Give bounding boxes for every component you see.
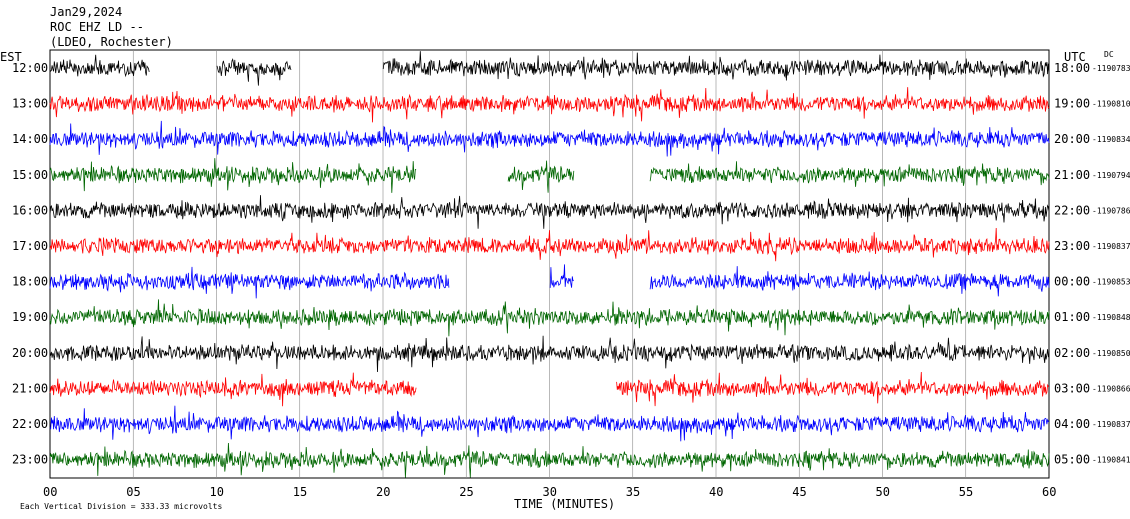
x-tick-label: 60 <box>1042 485 1056 499</box>
utc-axis-label: UTC <box>1064 50 1086 64</box>
dc-offset-labels: -1190783 -1190810 -1190834 -1190794 -1190786… <box>1092 64 1130 465</box>
dc-offset-label: -1190834 <box>1092 135 1130 144</box>
dc-offset-label: -1190786 <box>1092 206 1130 215</box>
x-tick-label: 30 <box>543 485 557 499</box>
x-tick-label: 15 <box>293 485 307 499</box>
est-hour-label: 16:00 <box>12 203 48 217</box>
header-network: (LDEO, Rochester) <box>50 35 173 49</box>
est-hour-label: 12:00 <box>12 61 48 75</box>
est-hour-label: 18:00 <box>12 275 48 289</box>
dc-offset-label: -1190837 <box>1092 420 1130 429</box>
est-hour-label: 19:00 <box>12 310 48 324</box>
est-hour-label: 17:00 <box>12 239 48 253</box>
utc-hour-label: 22:00 <box>1054 203 1090 217</box>
x-tick-label: 05 <box>126 485 140 499</box>
seismic-trace <box>49 405 1050 442</box>
header-station: ROC EHZ LD -- <box>50 20 144 34</box>
dc-offset-label: -1190853 <box>1092 278 1130 287</box>
header-date: Jan29,2024 <box>50 5 122 19</box>
seismic-trace <box>49 264 1050 299</box>
seismic-trace <box>49 120 1050 157</box>
est-hour-labels: 12:00 13:00 14:00 15:00 16:00 17:00 18:00 19:00… <box>12 61 48 467</box>
x-tick-label: 55 <box>959 485 973 499</box>
dc-axis-label: DC <box>1104 50 1114 59</box>
x-axis-title: TIME (MINUTES) <box>514 497 615 511</box>
est-axis-label: EST <box>0 50 22 64</box>
utc-hour-label: 04:00 <box>1054 417 1090 431</box>
utc-hour-label: 05:00 <box>1054 453 1090 467</box>
dc-offset-label: -1190810 <box>1092 100 1130 109</box>
seismic-trace <box>49 87 1050 123</box>
dc-offset-label: -1190837 <box>1092 242 1130 251</box>
utc-hour-label: 01:00 <box>1054 310 1090 324</box>
utc-hour-labels: 18:00 19:00 20:00 21:00 22:00 23:00 00:00 01:00… <box>1054 61 1090 467</box>
utc-hour-label: 23:00 <box>1054 239 1090 253</box>
x-tick-label: 25 <box>459 485 473 499</box>
est-hour-label: 22:00 <box>12 417 48 431</box>
dc-offset-label: -1190848 <box>1092 313 1130 322</box>
dc-offset-label: -1190794 <box>1092 171 1130 180</box>
utc-hour-label: 00:00 <box>1054 275 1090 289</box>
x-tick-labels: 00 05 10 15 20 25 30 35 40 45 50 55 60 <box>43 485 1056 499</box>
x-tick-label: 40 <box>709 485 723 499</box>
trace-rows <box>49 51 1050 478</box>
utc-hour-label: 21:00 <box>1054 168 1090 182</box>
x-tick-label: 10 <box>210 485 224 499</box>
est-hour-label: 23:00 <box>12 453 48 467</box>
est-hour-label: 15:00 <box>12 168 48 182</box>
seismic-trace <box>49 371 1050 407</box>
seismic-trace <box>49 195 1050 229</box>
dc-offset-label: -1190783 <box>1092 64 1130 73</box>
dc-offset-label: -1190841 <box>1092 456 1130 465</box>
x-tick-label: 20 <box>376 485 390 499</box>
utc-hour-label: 18:00 <box>1054 61 1090 75</box>
x-tick-label: 00 <box>43 485 57 499</box>
x-tick-label: 45 <box>792 485 806 499</box>
minute-gridlines <box>132 50 967 478</box>
est-hour-label: 21:00 <box>12 381 48 395</box>
utc-hour-label: 20:00 <box>1054 132 1090 146</box>
dc-offset-label: -1190866 <box>1092 384 1130 393</box>
seismic-trace <box>49 51 1050 86</box>
seismic-trace <box>49 335 1050 373</box>
est-hour-label: 13:00 <box>12 97 48 111</box>
est-hour-label: 14:00 <box>12 132 48 146</box>
dc-offset-label: -1190850 <box>1092 349 1130 358</box>
seismic-trace <box>49 158 1050 193</box>
seismic-trace <box>49 227 1050 262</box>
utc-hour-label: 19:00 <box>1054 97 1090 111</box>
seismic-trace <box>49 299 1050 337</box>
scale-note: Each Vertical Division = 333.33 microvol… <box>20 502 222 511</box>
utc-hour-label: 03:00 <box>1054 381 1090 395</box>
est-hour-label: 20:00 <box>12 346 48 360</box>
x-tick-label: 50 <box>876 485 890 499</box>
seismic-trace <box>49 442 1050 478</box>
x-tick-label: 35 <box>626 485 640 499</box>
utc-hour-label: 02:00 <box>1054 346 1090 360</box>
